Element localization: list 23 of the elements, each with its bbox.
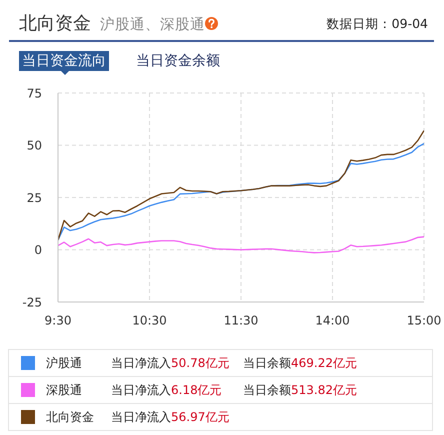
tab[interactable]: 当日资金余额: [133, 51, 223, 71]
legend-label: 北向资金: [46, 409, 94, 426]
text: 当日净流入50.78亿元: [111, 356, 230, 370]
legend-label: 深股通: [46, 382, 82, 399]
text: 当日余额469.22亿元: [243, 356, 357, 370]
text: 当日净流入6.18亿元: [111, 383, 222, 397]
text: 当日余额513.82亿元: [243, 383, 357, 397]
text: 当日净流入56.97亿元: [111, 410, 230, 424]
x-tick-label: 14:00: [315, 314, 350, 328]
y-tick-label: 0: [34, 243, 42, 258]
legend-label: 沪股通: [46, 355, 82, 372]
y-tick-label: 50: [26, 138, 42, 153]
x-tick-label: 11:30: [224, 314, 258, 328]
text: 数据日期：09-04: [326, 16, 428, 33]
x-tick-label: 9:30: [44, 314, 72, 328]
chart-title: 北向资金: [19, 12, 91, 35]
y-tick-label: 25: [26, 190, 42, 205]
chart-subtitle: 沪股通、深股通: [100, 16, 205, 34]
y-tick-label: 75: [26, 86, 42, 100]
y-tick-label: -25: [22, 295, 42, 310]
x-tick-label: 10:30: [132, 314, 167, 328]
line-series: [58, 236, 424, 254]
x-tick-label: 15:00: [406, 314, 442, 328]
